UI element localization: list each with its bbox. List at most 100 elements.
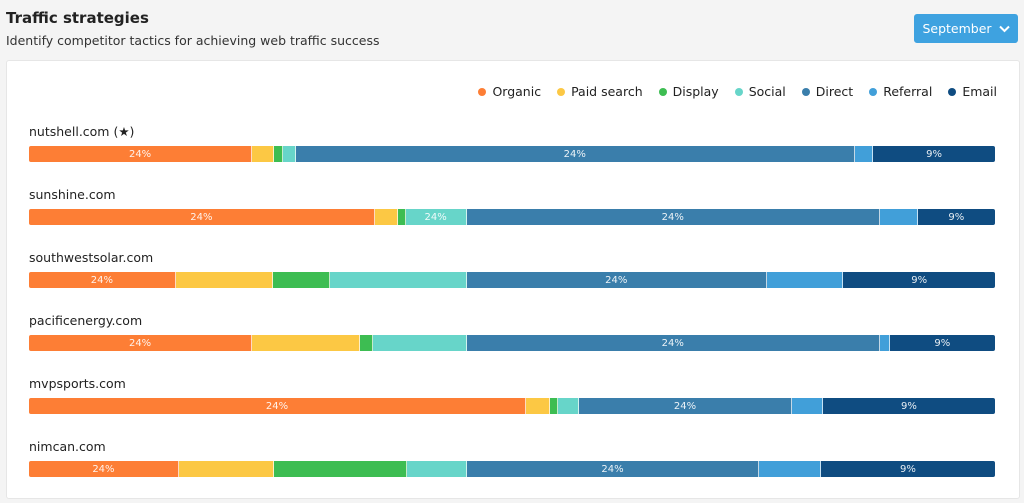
legend-label: Email bbox=[962, 84, 997, 99]
segment-label: 9% bbox=[900, 400, 917, 412]
bar-segment-social[interactable] bbox=[407, 461, 467, 477]
legend-dot-icon bbox=[557, 87, 566, 96]
bar-segment-direct[interactable]: 24% bbox=[466, 272, 767, 288]
legend: Organic Paid search Display Social Direct Ref… bbox=[478, 84, 997, 99]
month-select-button[interactable]: September bbox=[914, 14, 1018, 43]
segment-label: 9% bbox=[911, 274, 928, 286]
bar-segment-paid-search[interactable] bbox=[178, 461, 274, 477]
bar-segment-organic[interactable]: 24% bbox=[29, 272, 176, 288]
row-label: nimcan.com bbox=[29, 439, 106, 454]
bar-segment-direct[interactable]: 24% bbox=[579, 398, 792, 414]
bar-segment-organic[interactable]: 24% bbox=[29, 209, 375, 225]
stacked-bar: 24% 24% 9% bbox=[29, 146, 995, 162]
chevron-down-icon bbox=[998, 25, 1010, 32]
bar-segment-display[interactable] bbox=[360, 335, 373, 351]
bar-segment-email[interactable]: 9% bbox=[843, 272, 995, 288]
bar-segment-organic[interactable]: 24% bbox=[29, 461, 179, 477]
segment-label: 24% bbox=[601, 463, 624, 475]
page-subtitle: Identify competitor tactics for achievin… bbox=[6, 33, 380, 48]
bar-segment-direct[interactable]: 24% bbox=[467, 461, 760, 477]
bar-segment-direct[interactable]: 24% bbox=[466, 335, 880, 351]
stacked-bar: 24% 24% 24% 9% bbox=[29, 209, 995, 225]
stacked-bar: 24% 24% 9% bbox=[29, 272, 995, 288]
legend-item[interactable]: Email bbox=[948, 84, 997, 99]
legend-dot-icon bbox=[801, 87, 810, 96]
bar-segment-social[interactable] bbox=[283, 146, 296, 162]
stacked-bar: 24% 24% 9% bbox=[29, 461, 995, 477]
row-label: southwestsolar.com bbox=[29, 250, 154, 265]
legend-item[interactable]: Organic bbox=[478, 84, 541, 99]
bar-segment-referral[interactable] bbox=[759, 461, 821, 477]
chart-card: Organic Paid search Display Social Direct Ref… bbox=[6, 60, 1020, 499]
segment-label: 9% bbox=[934, 337, 951, 349]
bar-segment-paid-search[interactable] bbox=[175, 272, 274, 288]
bar-segment-organic[interactable]: 24% bbox=[29, 398, 527, 414]
bar-segment-display[interactable] bbox=[273, 272, 331, 288]
segment-label: 24% bbox=[424, 211, 447, 223]
segment-label: 24% bbox=[128, 148, 152, 160]
bar-segment-social[interactable] bbox=[372, 335, 467, 351]
legend-dot-icon bbox=[948, 87, 957, 96]
segment-label: 24% bbox=[128, 337, 152, 349]
bar-segment-social[interactable]: 24% bbox=[405, 209, 467, 225]
bar-segment-social[interactable] bbox=[557, 398, 580, 414]
legend-item[interactable]: Paid search bbox=[557, 84, 643, 99]
segment-label: 24% bbox=[605, 274, 628, 286]
bar-segment-email[interactable]: 9% bbox=[820, 461, 995, 477]
legend-label: Organic bbox=[492, 84, 542, 99]
legend-label: Direct bbox=[815, 84, 854, 99]
legend-label: Referral bbox=[883, 84, 933, 99]
bar-segment-referral[interactable] bbox=[791, 398, 823, 414]
segment-label: 24% bbox=[661, 211, 684, 223]
legend-item[interactable]: Social bbox=[734, 84, 786, 99]
legend-item[interactable]: Direct bbox=[801, 84, 854, 99]
segment-label: 24% bbox=[190, 211, 213, 223]
row-label: sunshine.com bbox=[29, 187, 116, 202]
segment-label: 24% bbox=[90, 274, 114, 286]
legend-item[interactable]: Display bbox=[658, 84, 719, 99]
segment-label: 24% bbox=[265, 400, 289, 412]
bar-segment-display[interactable] bbox=[550, 398, 558, 414]
bar-segment-display[interactable] bbox=[273, 461, 408, 477]
legend-label: Social bbox=[748, 84, 786, 99]
bar-segment-referral[interactable] bbox=[854, 146, 874, 162]
legend-dot-icon bbox=[869, 87, 878, 96]
row-label: pacificenergy.com bbox=[29, 313, 143, 328]
bar-segment-direct[interactable]: 24% bbox=[295, 146, 855, 162]
bar-segment-email[interactable]: 9% bbox=[889, 335, 995, 351]
bar-segment-paid-search[interactable] bbox=[252, 146, 275, 162]
bar-segment-email[interactable]: 9% bbox=[822, 398, 995, 414]
segment-label: 9% bbox=[948, 211, 965, 223]
segment-label: 24% bbox=[673, 400, 697, 412]
bar-segment-paid-search[interactable] bbox=[374, 209, 398, 225]
segment-label: 9% bbox=[926, 148, 943, 160]
bar-segment-display[interactable] bbox=[397, 209, 406, 225]
legend-label: Display bbox=[672, 84, 719, 99]
segment-label: 9% bbox=[899, 463, 916, 475]
bar-segment-direct[interactable]: 24% bbox=[466, 209, 880, 225]
bar-segment-email[interactable]: 9% bbox=[917, 209, 995, 225]
segment-label: 24% bbox=[563, 148, 586, 160]
bar-segment-social[interactable] bbox=[330, 272, 467, 288]
row-label: nutshell.com (★) bbox=[29, 124, 135, 139]
stacked-bar: 24% 24% 9% bbox=[29, 335, 995, 351]
bar-segment-organic[interactable]: 24% bbox=[29, 335, 253, 351]
legend-dot-icon bbox=[734, 87, 743, 96]
bar-segment-referral[interactable] bbox=[880, 335, 890, 351]
bar-segment-organic[interactable]: 24% bbox=[29, 146, 253, 162]
month-select-label: September bbox=[922, 21, 992, 36]
segment-label: 24% bbox=[661, 337, 684, 349]
bar-segment-referral[interactable] bbox=[879, 209, 918, 225]
bar-segment-paid-search[interactable] bbox=[526, 398, 551, 414]
bar-segment-email[interactable]: 9% bbox=[873, 146, 995, 162]
row-label: mvpsports.com bbox=[29, 376, 126, 391]
segment-label: 24% bbox=[92, 463, 115, 475]
legend-dot-icon bbox=[478, 87, 487, 96]
bar-segment-paid-search[interactable] bbox=[252, 335, 361, 351]
bar-segment-referral[interactable] bbox=[767, 272, 844, 288]
stacked-bar: 24% 24% 9% bbox=[29, 398, 995, 414]
bar-segment-display[interactable] bbox=[274, 146, 284, 162]
legend-label: Paid search bbox=[571, 84, 643, 99]
legend-item[interactable]: Referral bbox=[869, 84, 932, 99]
legend-dot-icon bbox=[658, 87, 667, 96]
